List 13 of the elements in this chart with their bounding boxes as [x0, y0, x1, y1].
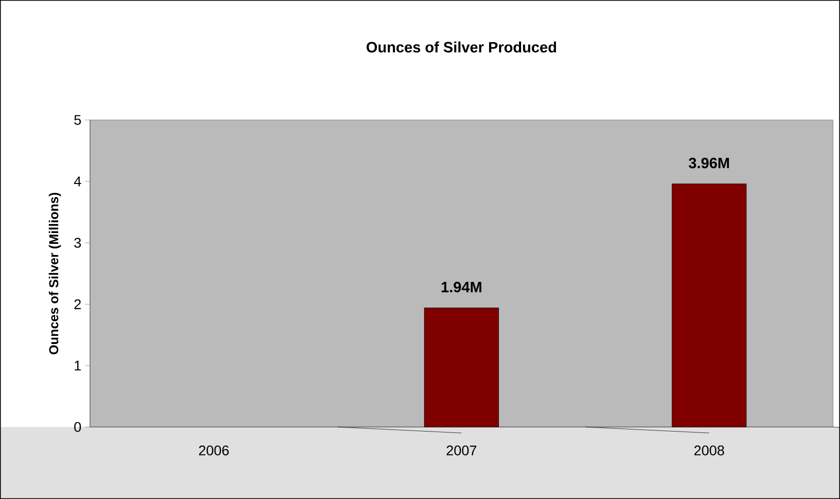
y-axis-title: Ounces of Silver (Millions) [48, 192, 61, 354]
chart-title: Ounces of Silver Produced [366, 42, 556, 52]
y-tick-label: 3 [74, 238, 81, 248]
x-tick-label: 2007 [446, 446, 476, 456]
y-tick-label: 2 [74, 299, 81, 310]
y-tick-label: 0 [74, 422, 81, 432]
x-tick-label: 2006 [199, 446, 229, 456]
y-tick-label: 1 [74, 360, 81, 370]
y-tick-label: 5 [74, 115, 81, 125]
data-label: 3.96M [688, 158, 729, 168]
data-label: 1.94M [442, 282, 482, 292]
x-tick-label: 2008 [694, 446, 724, 456]
y-tick-label: 4 [74, 176, 82, 186]
